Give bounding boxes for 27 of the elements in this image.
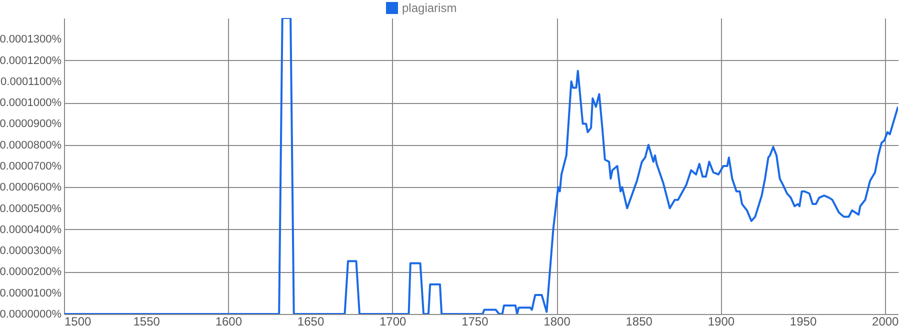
y-tick-label: 0.0000500% xyxy=(0,202,62,215)
x-tick-label: 2000 xyxy=(872,314,900,328)
x-tick-label: 1500 xyxy=(64,314,92,328)
line-series xyxy=(64,18,898,314)
y-tick-label: 0.0000900% xyxy=(0,118,62,130)
x-tick-label: 1700 xyxy=(379,314,407,328)
x-tick-label: 1550 xyxy=(133,314,160,328)
x-tick-label: 1850 xyxy=(626,314,653,328)
y-tick-label: 0.0000200% xyxy=(0,266,62,278)
y-tick-label: 0.0001100% xyxy=(0,76,62,88)
x-tick-label: 1950 xyxy=(790,314,817,328)
y-tick-label: 0.0000000% xyxy=(0,308,62,320)
y-tick-label: 0.0000800% xyxy=(0,139,62,152)
y-tick-label: 0.0001000% xyxy=(0,97,62,110)
y-tick-label: 0.0000600% xyxy=(0,182,62,194)
y-tick-label: 0.0001200% xyxy=(0,54,62,67)
x-tick-label: 1900 xyxy=(708,314,735,328)
x-tick-label: 1650 xyxy=(297,314,324,328)
y-tick-label: 0.0000300% xyxy=(0,245,62,258)
x-tick-label: 1600 xyxy=(215,314,242,328)
legend-label: plagiarism xyxy=(402,1,457,15)
x-tick-label: 1800 xyxy=(544,314,571,328)
y-tick-label: 0.0001300% xyxy=(0,34,62,46)
y-tick-label: 0.0000400% xyxy=(0,224,62,236)
x-tick-label: 1750 xyxy=(462,314,489,328)
y-tick-label: 0.0000700% xyxy=(0,160,62,172)
y-tick-label: 0.0000100% xyxy=(0,287,62,300)
